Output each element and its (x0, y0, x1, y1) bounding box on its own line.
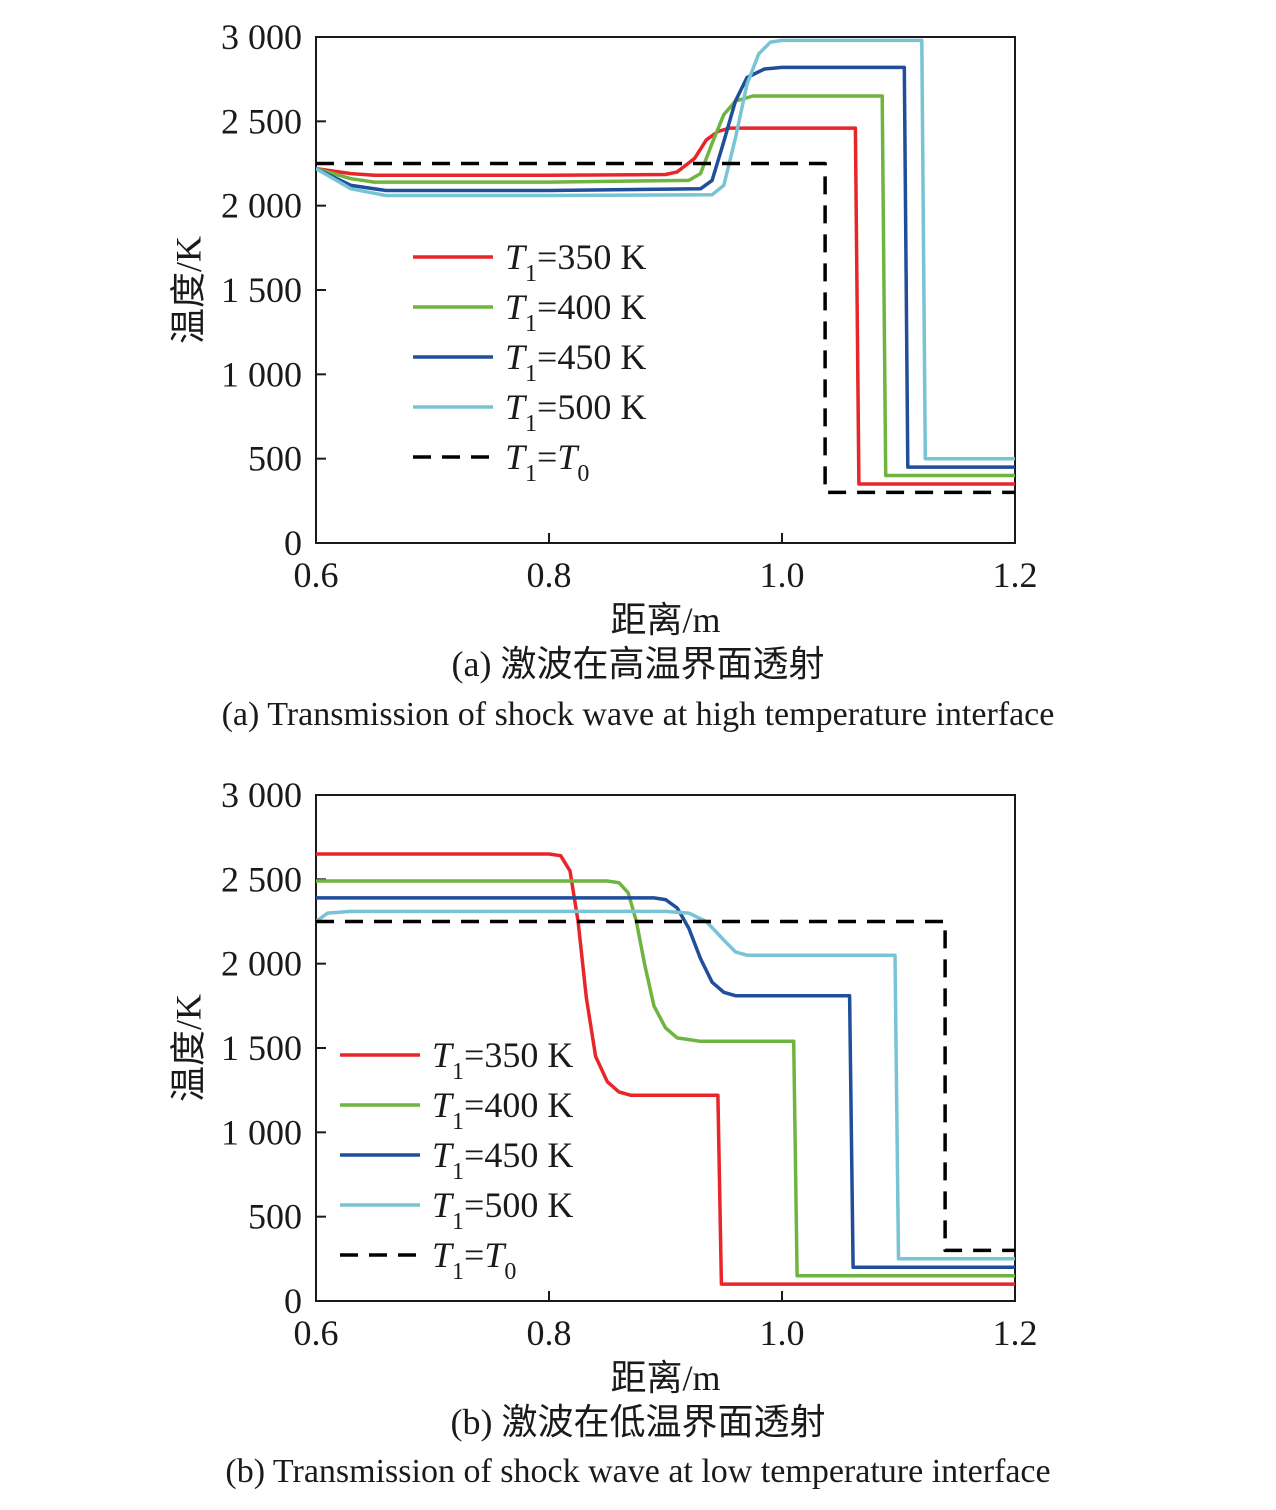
series-line-2 (316, 65, 1015, 469)
legend-label: T1=450 K (505, 337, 646, 387)
caption-english: (b) Transmission of shock wave at low te… (225, 1453, 1050, 1490)
x-axis-title: 距离/m (610, 1358, 720, 1398)
series-line-4 (316, 161, 1015, 495)
y-tick-label: 2 000 (221, 944, 302, 984)
y-tick-label: 500 (248, 439, 302, 479)
caption-english: (a) Transmission of shock wave at high t… (222, 696, 1055, 733)
legend-label: T1=350 K (432, 1035, 573, 1085)
legend-label: T1=T0 (432, 1235, 516, 1285)
series-line-4 (316, 919, 1015, 1253)
legend-label: T1=400 K (432, 1085, 573, 1135)
y-axis-title: 温度/K (168, 236, 208, 344)
legend: T1=350 KT1=400 KT1=450 KT1=500 KT1=T0 (413, 237, 646, 487)
series-line-2 (316, 896, 1015, 1270)
y-tick-label: 1 500 (221, 1028, 302, 1068)
x-tick-label: 1.0 (760, 555, 805, 595)
x-tick-label: 0.6 (294, 555, 339, 595)
y-tick-label: 500 (248, 1197, 302, 1237)
y-tick-label: 2 500 (221, 859, 302, 899)
series-line-1 (316, 879, 1015, 1278)
chart-0: 0 500 1 000 1 500 2 000 2 500 3 000 0.6 0.8 1.0 1.… (168, 17, 1054, 733)
chart-1: 0 500 1 000 1 500 2 000 2 500 3 000 0.6 0.8 1.0 1.… (168, 775, 1050, 1490)
x-axis-title: 距离/m (610, 600, 720, 640)
x-tick-label: 1.2 (993, 555, 1038, 595)
caption-chinese: (a) 激波在高温界面透射 (452, 644, 825, 684)
x-tick-label: 1.0 (760, 1313, 805, 1353)
legend-label: T1=T0 (505, 437, 589, 487)
y-tick-label: 0 (284, 1281, 302, 1321)
y-tick-label: 2 500 (221, 101, 302, 141)
legend-label: T1=500 K (432, 1185, 573, 1235)
y-tick-label: 1 000 (221, 1112, 302, 1152)
y-tick-label: 1 500 (221, 270, 302, 310)
series-line-1 (316, 94, 1015, 478)
legend-label: T1=500 K (505, 387, 646, 437)
x-tick-label: 0.8 (527, 555, 572, 595)
y-tick-label: 2 000 (221, 186, 302, 226)
y-tick-label: 1 000 (221, 354, 302, 394)
x-tick-label: 0.8 (527, 1313, 572, 1353)
series-line-3 (316, 909, 1015, 1261)
legend: T1=350 KT1=400 KT1=450 KT1=500 KT1=T0 (340, 1035, 573, 1285)
caption-chinese: (b) 激波在低温界面透射 (451, 1402, 826, 1442)
y-tick-label: 3 000 (221, 17, 302, 57)
y-tick-label: 0 (284, 523, 302, 563)
y-tick-label: 3 000 (221, 775, 302, 815)
plot-frame (315, 794, 1016, 1302)
series-line-3 (316, 38, 1015, 461)
legend-label: T1=450 K (432, 1135, 573, 1185)
series-line-0 (316, 126, 1015, 486)
legend-label: T1=400 K (505, 287, 646, 337)
x-tick-label: 0.6 (294, 1313, 339, 1353)
series-line-0 (316, 852, 1015, 1286)
legend-label: T1=350 K (505, 237, 646, 287)
x-tick-label: 1.2 (993, 1313, 1038, 1353)
y-axis-title: 温度/K (168, 994, 208, 1102)
